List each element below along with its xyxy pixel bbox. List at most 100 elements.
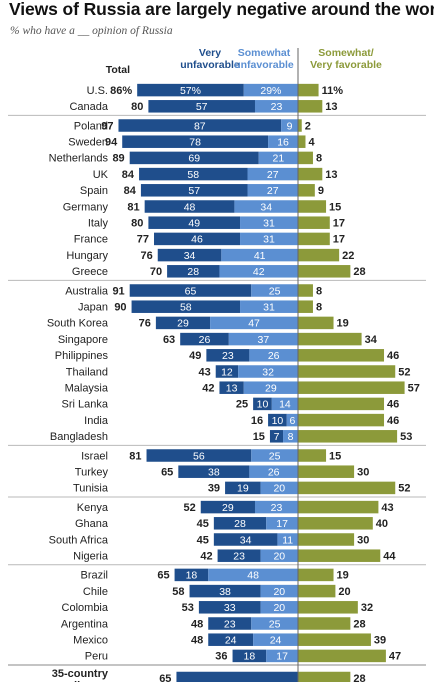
bar-somewhat-unfavorable bbox=[254, 100, 298, 113]
very-unfavorable-value: 19 bbox=[237, 483, 249, 495]
total-value: 84 bbox=[122, 169, 135, 181]
bar-median-favorable bbox=[298, 671, 351, 682]
very-unfavorable-value: 69 bbox=[188, 153, 200, 165]
bar-favorable bbox=[298, 601, 358, 614]
favorable-value: 20 bbox=[338, 586, 350, 598]
somewhat-unfavorable-value: 9 bbox=[287, 120, 293, 132]
very-unfavorable-value: 57% bbox=[180, 85, 201, 97]
bar-favorable bbox=[298, 568, 334, 582]
country-label: Nigeria bbox=[73, 551, 109, 563]
bar-favorable bbox=[298, 232, 330, 246]
bar-very-unfavorable bbox=[198, 601, 261, 614]
favorable-value: 46 bbox=[387, 399, 399, 411]
bar-very-unfavorable bbox=[213, 533, 278, 546]
bar-very-unfavorable bbox=[155, 316, 211, 330]
somewhat-unfavorable-value: 31 bbox=[263, 302, 275, 314]
bar-favorable bbox=[298, 316, 334, 330]
bar-very-unfavorable bbox=[139, 167, 248, 181]
total-value: 36 bbox=[215, 651, 227, 663]
country-label: Philippines bbox=[55, 350, 109, 362]
bar-median-unfavorable bbox=[176, 671, 298, 682]
bar-very-unfavorable bbox=[131, 300, 241, 313]
very-unfavorable-value: 18 bbox=[244, 651, 256, 663]
very-unfavorable-value: 78 bbox=[189, 137, 201, 149]
bar-favorable bbox=[298, 584, 336, 598]
country-label: Germany bbox=[63, 201, 109, 213]
chart-title: Views of Russia are largely negative aro… bbox=[9, 0, 434, 19]
somewhat-unfavorable-value: 48 bbox=[247, 570, 259, 582]
median-favorable-value: 28 bbox=[353, 673, 365, 682]
bar-favorable bbox=[298, 119, 302, 132]
bar-somewhat-unfavorable bbox=[283, 430, 298, 443]
total-value: 63 bbox=[163, 334, 175, 346]
somewhat-unfavorable-value: 20 bbox=[273, 586, 285, 598]
median-label-line2: median bbox=[54, 680, 93, 682]
total-value: 42 bbox=[200, 551, 212, 563]
bar-favorable bbox=[298, 349, 385, 362]
total-value: 81 bbox=[127, 201, 139, 213]
bar-very-unfavorable bbox=[180, 332, 229, 346]
favorable-value: 19 bbox=[337, 570, 349, 582]
bar-favorable bbox=[298, 300, 313, 313]
very-unfavorable-value: 23 bbox=[233, 551, 245, 563]
favorable-value: 44 bbox=[383, 551, 396, 563]
total-value: 84 bbox=[124, 185, 137, 197]
total-value: 89 bbox=[112, 153, 124, 165]
very-unfavorable-value: 28 bbox=[187, 266, 199, 278]
favorable-value: 32 bbox=[361, 602, 373, 614]
somewhat-unfavorable-value: 31 bbox=[263, 234, 275, 246]
country-label: Mexico bbox=[73, 635, 108, 647]
favorable-value: 17 bbox=[333, 218, 345, 230]
total-value: 43 bbox=[198, 366, 210, 378]
total-value: 81 bbox=[129, 450, 141, 462]
country-label: Greece bbox=[72, 266, 108, 278]
bar-very-unfavorable bbox=[268, 413, 287, 427]
very-unfavorable-value: 65 bbox=[185, 285, 197, 297]
favorable-value: 22 bbox=[342, 250, 354, 262]
total-value: 76 bbox=[141, 250, 153, 262]
favorable-value: 47 bbox=[389, 651, 401, 663]
country-label: South Korea bbox=[47, 318, 109, 330]
very-unfavorable-value: 34 bbox=[184, 250, 196, 262]
bar-favorable bbox=[298, 465, 355, 478]
bar-favorable bbox=[298, 381, 405, 394]
bar-favorable bbox=[298, 549, 381, 562]
bar-very-unfavorable bbox=[215, 365, 239, 378]
bar-somewhat-unfavorable bbox=[266, 649, 298, 663]
country-label: Malaysia bbox=[65, 383, 109, 395]
favorable-value: 13 bbox=[325, 101, 337, 113]
very-unfavorable-value: 29 bbox=[222, 502, 234, 514]
country-label: Bangladesh bbox=[50, 431, 108, 443]
header-favorable-line2: Very favorable bbox=[310, 59, 382, 71]
country-label: Israel bbox=[81, 450, 108, 462]
country-label: Chile bbox=[83, 586, 108, 598]
header-very-unfavorable-line2: unfavorable bbox=[180, 59, 240, 71]
bar-somewhat-unfavorable bbox=[286, 413, 298, 427]
total-value: 90 bbox=[114, 302, 126, 314]
somewhat-unfavorable-value: 6 bbox=[289, 415, 295, 427]
very-unfavorable-value: 48 bbox=[184, 201, 196, 213]
country-label: Sri Lanka bbox=[62, 399, 109, 411]
somewhat-unfavorable-value: 21 bbox=[273, 153, 285, 165]
bar-somewhat-unfavorable bbox=[258, 151, 298, 165]
somewhat-unfavorable-value: 17 bbox=[276, 518, 288, 530]
favorable-value: 15 bbox=[329, 450, 341, 462]
favorable-value: 17 bbox=[333, 234, 345, 246]
very-unfavorable-value: 23 bbox=[222, 350, 234, 362]
total-value: 52 bbox=[184, 502, 196, 514]
somewhat-unfavorable-value: 41 bbox=[254, 250, 266, 262]
somewhat-unfavorable-value: 8 bbox=[288, 431, 294, 443]
bar-somewhat-unfavorable bbox=[281, 119, 298, 132]
very-unfavorable-value: 29 bbox=[177, 318, 189, 330]
country-label: UK bbox=[93, 169, 109, 181]
bar-somewhat-unfavorable bbox=[254, 500, 298, 514]
favorable-value: 9 bbox=[318, 185, 324, 197]
total-value: 39 bbox=[208, 483, 220, 495]
country-label: Turkey bbox=[75, 467, 109, 479]
country-label: Canada bbox=[69, 101, 108, 113]
favorable-value: 30 bbox=[357, 534, 369, 546]
country-label: Australia bbox=[65, 285, 109, 297]
bar-very-unfavorable bbox=[200, 500, 255, 514]
favorable-value: 8 bbox=[316, 302, 322, 314]
